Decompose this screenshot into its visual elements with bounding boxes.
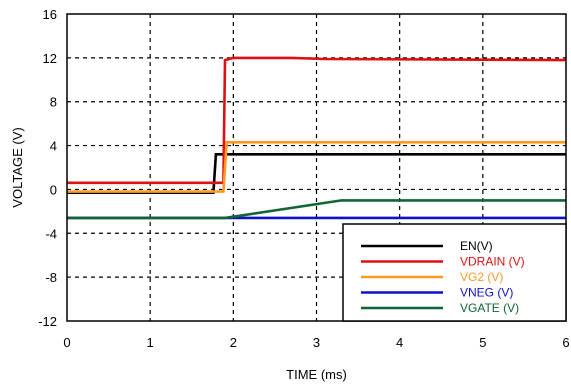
x-tick-label: 6 (562, 335, 569, 350)
legend-label: VNEG (V) (460, 286, 513, 300)
x-tick-label: 0 (63, 335, 70, 350)
legend-label: EN(V) (460, 239, 493, 253)
y-axis-title: VOLTAGE (V) (10, 127, 25, 207)
x-tick-label: 5 (479, 335, 486, 350)
series-line-vdrain-v (67, 56, 567, 185)
legend-label: VGATE (V) (460, 301, 519, 315)
y-tick-label: 0 (50, 182, 57, 197)
legend-label: VG2 (V) (460, 270, 503, 284)
series-layer (67, 56, 567, 220)
series-line-vgate-v (67, 199, 566, 220)
series-line-vg2-v (67, 141, 566, 193)
y-tick-label: 12 (43, 51, 57, 66)
y-tick-label: -12 (38, 314, 57, 329)
legend-label: VDRAIN (V) (460, 255, 525, 269)
y-tick-label: 8 (50, 95, 57, 110)
x-tick-label: 3 (313, 335, 320, 350)
y-tick-label: 16 (43, 7, 57, 22)
x-tick-label: 2 (230, 335, 237, 350)
y-tick-label: 4 (50, 139, 57, 154)
x-tick-label: 4 (396, 335, 403, 350)
plot-frame (66, 13, 567, 322)
legend-box (342, 223, 567, 322)
grid-layer (67, 14, 566, 321)
x-tick-label: 1 (147, 335, 154, 350)
y-tick-label: -4 (45, 226, 57, 241)
x-axis-title: TIME (ms) (286, 367, 347, 382)
y-tick-label: -8 (45, 270, 57, 285)
legend: EN(V) VDRAIN (V)VG2 (V) VNEG (V)VGATE (V) (342, 223, 567, 322)
